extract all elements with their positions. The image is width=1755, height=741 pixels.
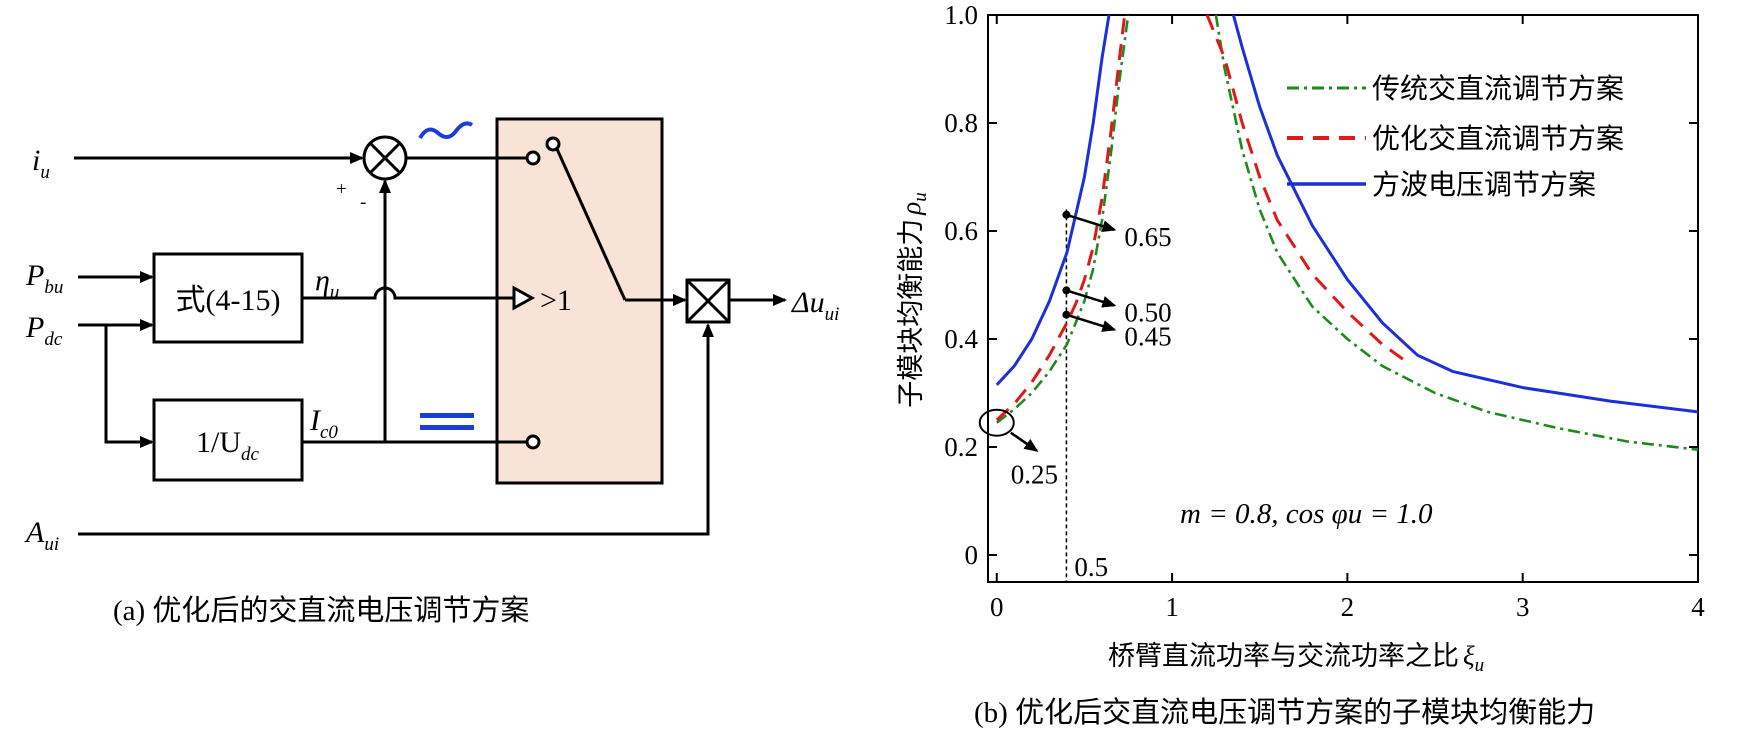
legend: 传统交直流调节方案 优化交直流调节方案 方波电压调节方案	[1287, 73, 1624, 201]
point-arrow	[1010, 431, 1039, 452]
marker-line-layer: 0.5	[1065, 209, 1108, 582]
plot-frame	[987, 14, 1699, 583]
comparator-triangle	[512, 285, 536, 311]
y-tick-label: 0.2	[944, 432, 978, 462]
output-label: Δuui	[791, 286, 839, 325]
aui-line	[78, 323, 714, 536]
y-tick-label: 1.0	[944, 0, 978, 30]
marker-line-label: 0.5	[1074, 552, 1108, 582]
chart: 0 1 2 3 400.20.40.60.81.0 0.5 0.650.500.450.…	[896, 0, 1705, 729]
y-tick-label: 0.4	[944, 324, 978, 354]
x-tick-label: 4	[1691, 592, 1705, 622]
ac-terminal	[525, 150, 541, 166]
y-axis-label-group: 子模块均衡能力ρu	[896, 192, 931, 407]
plus-sign: +	[336, 179, 347, 200]
point-arrow	[1066, 213, 1117, 232]
switch-lever	[555, 148, 627, 301]
inv-udc-label: 1/Udc	[196, 426, 260, 465]
minus-sign: -	[360, 192, 366, 213]
series-line-1	[995, 14, 1410, 422]
inv-udc-block	[152, 398, 304, 482]
legend-label-square-wave: 方波电压调节方案	[1372, 169, 1596, 201]
dc-symbol	[420, 413, 474, 430]
point-label: 0.25	[1011, 460, 1058, 490]
point-label: 0.50	[1124, 297, 1171, 327]
point-label: 0.65	[1124, 222, 1171, 252]
x-tick-label: 0	[990, 592, 1004, 622]
point-labels: 0.65 0.500.45 0.25	[978, 210, 1172, 490]
point-arrow	[1066, 289, 1117, 308]
legend-label-traditional: 传统交直流调节方案	[1372, 73, 1624, 105]
legend-label-optimized: 优化交直流调节方案	[1372, 123, 1624, 155]
x-axis-label: 桥臂直流功率与交流功率之比 ξu	[1108, 641, 1484, 676]
dc-terminal	[525, 434, 541, 450]
signal-eta-label: ηu	[315, 264, 339, 303]
x-tick-label: 3	[1516, 592, 1530, 622]
annotation: m = 0.8, cos φu = 1.0	[1180, 498, 1433, 530]
series-line-2	[995, 14, 1699, 414]
y-tick-label: 0.8	[944, 108, 978, 138]
ac-wave-symbol	[418, 121, 474, 140]
y-tick-label: 0	[965, 540, 979, 570]
series-layer	[995, 14, 1699, 451]
formula-block-label: 式(4-15)	[176, 284, 281, 317]
summing-junction	[362, 135, 408, 181]
signal-ic0-label: Ic0	[309, 404, 338, 443]
caption-b: (b) 优化后交直流电压调节方案的子模块均衡能力	[974, 696, 1595, 729]
x-tick-label: 2	[1341, 592, 1355, 622]
pdc-branch-line	[104, 325, 154, 448]
point-arrow	[1066, 313, 1117, 332]
y-axis-label: 子模块均衡能力ρu	[896, 192, 931, 407]
formula-block	[152, 252, 304, 344]
series-line-0	[996, 14, 1699, 451]
switch-pivot	[545, 136, 561, 152]
x-tick-label: 1	[1165, 592, 1179, 622]
signal-aui-label: Aui	[24, 516, 59, 555]
point-label: 0.45	[1124, 322, 1171, 352]
signal-iu-label: iu	[32, 144, 50, 183]
block-diagram: iu + - Pbu Pdc 式(4-15) ηu >1	[24, 117, 839, 627]
point-ellipse	[978, 408, 1015, 437]
signal-pdc-label: Pdc	[25, 311, 63, 350]
axis-ticks: 0 1 2 3 4 0 0.2 0.4 0.6 0.8 1.0	[944, 0, 1705, 622]
signal-pbu-label: Pbu	[25, 259, 63, 298]
y-tick-label: 0.6	[944, 216, 978, 246]
comparator-label: >1	[540, 284, 572, 317]
caption-a: (a) 优化后的交直流电压调节方案	[113, 594, 529, 627]
